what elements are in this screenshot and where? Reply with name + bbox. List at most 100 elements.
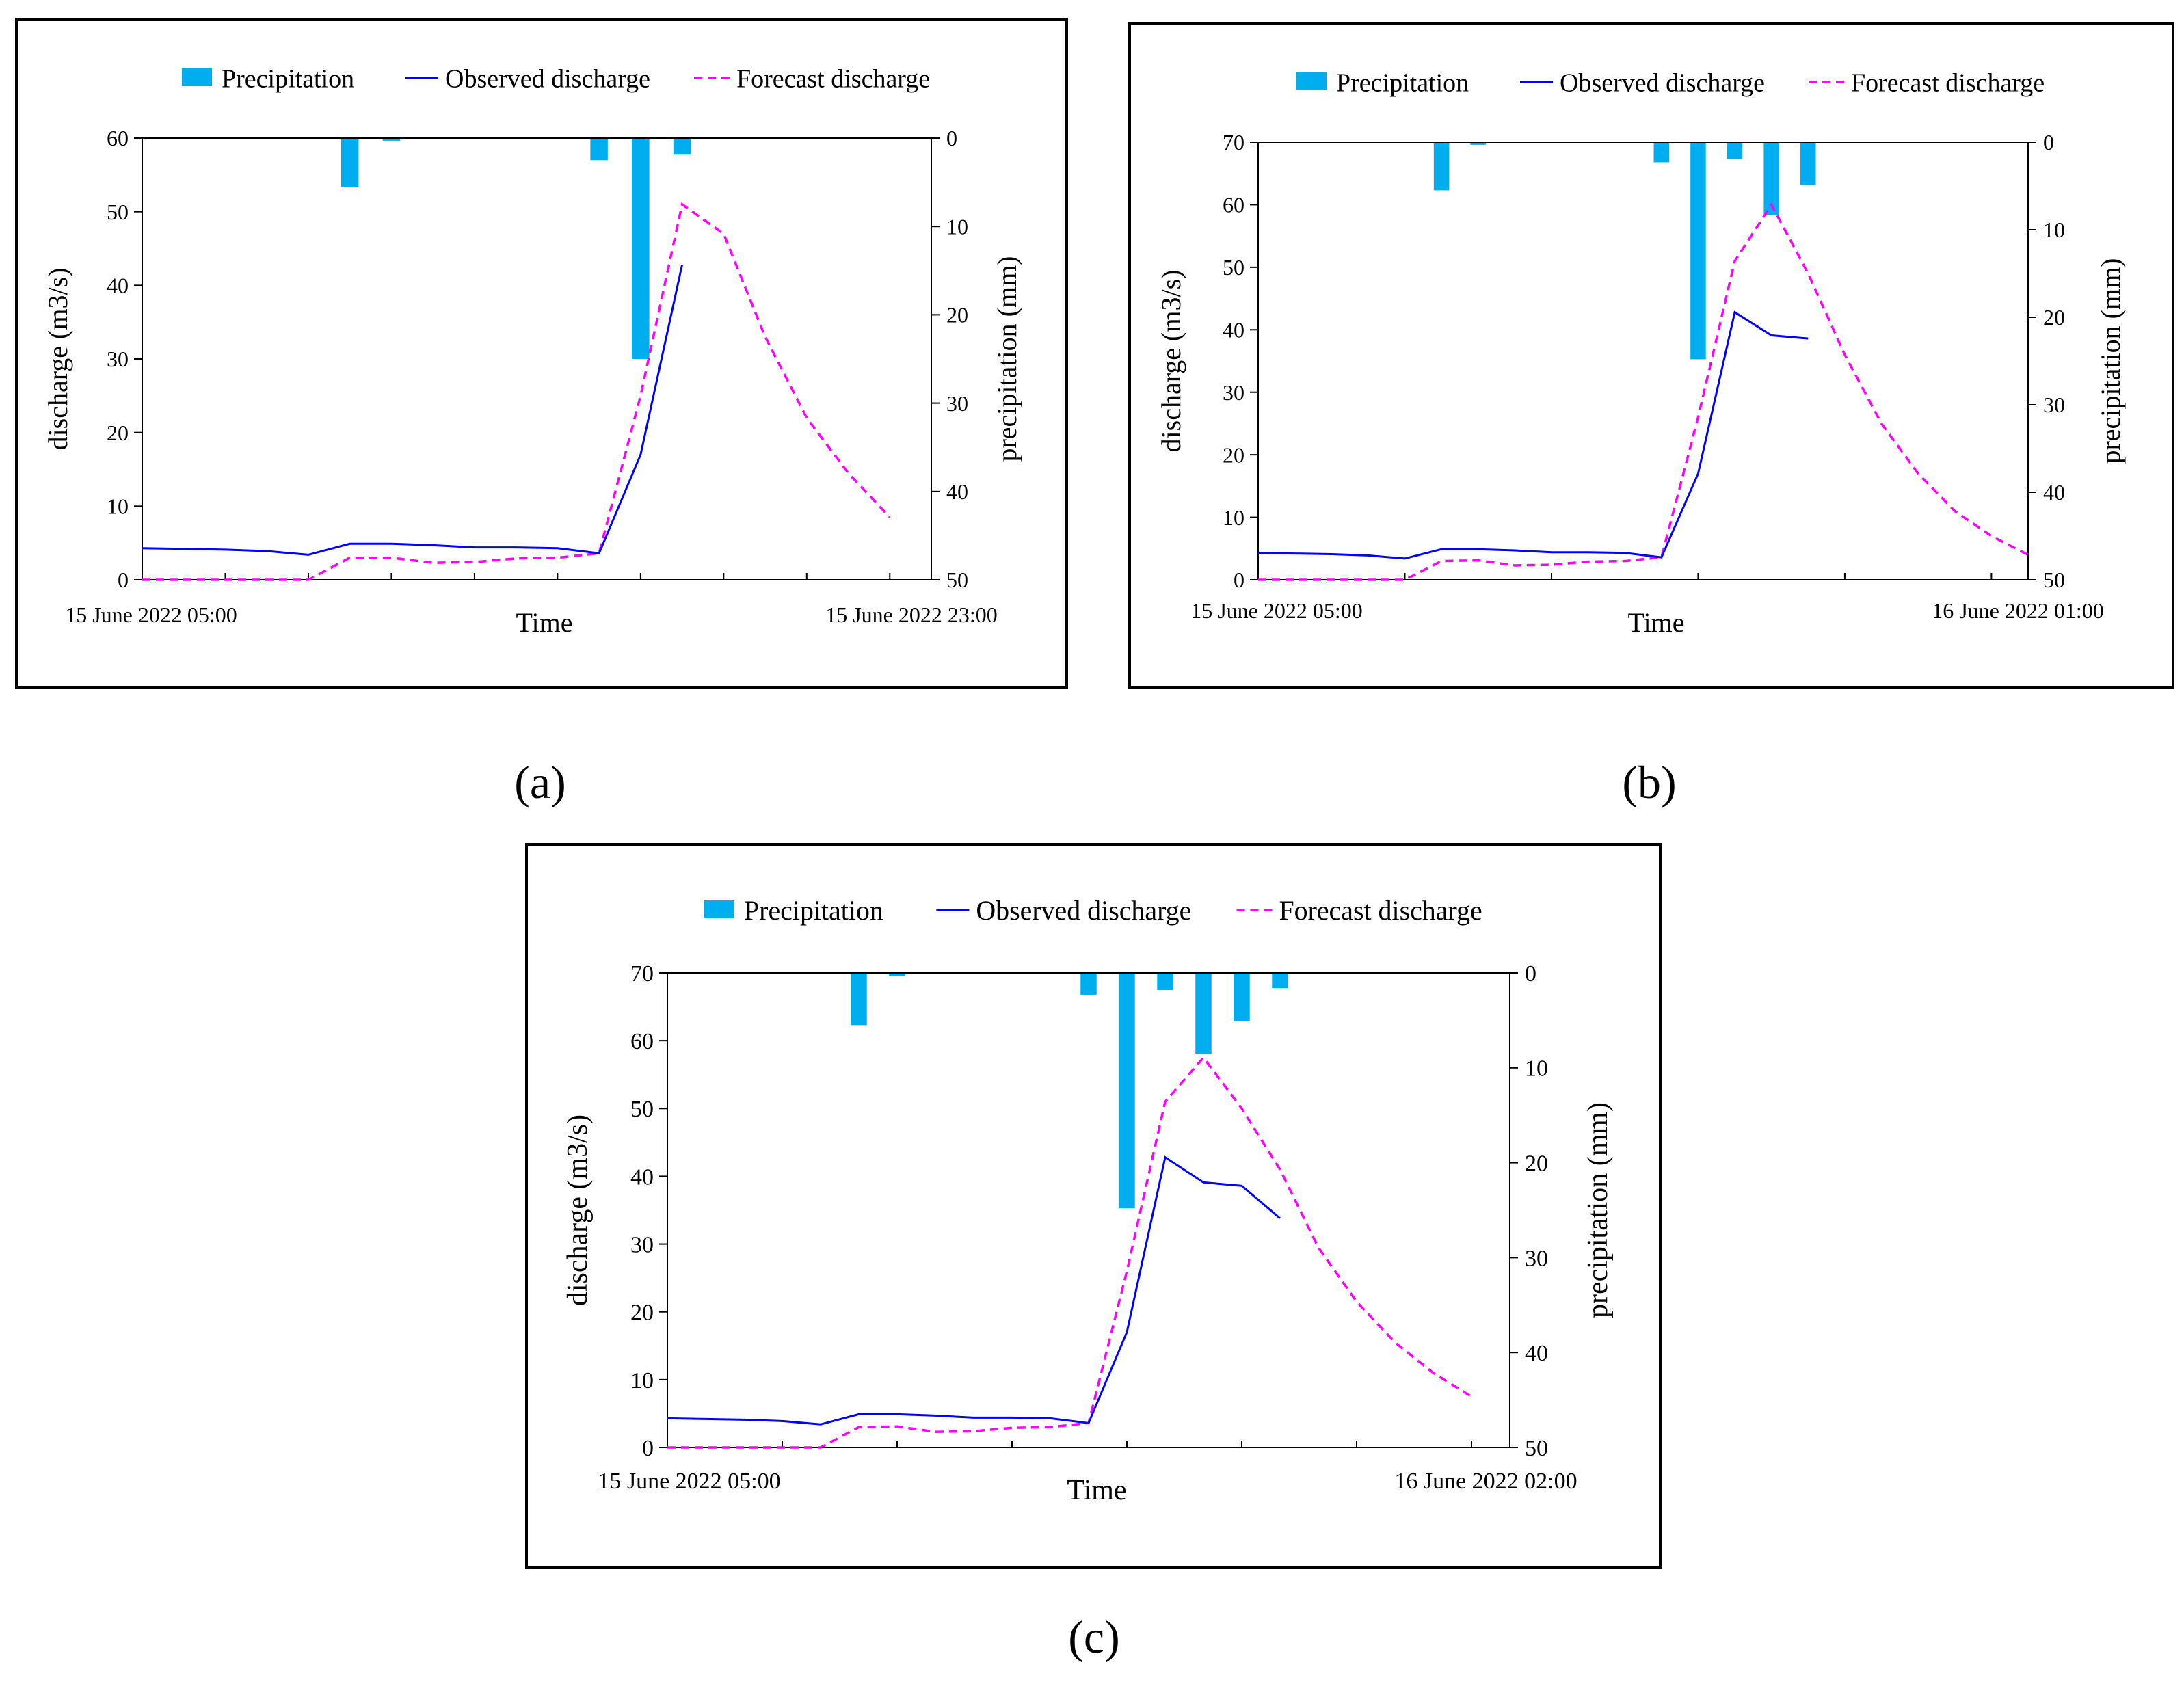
right-tick-label-40: 40 xyxy=(946,479,968,504)
observed-discharge-line xyxy=(667,1155,1281,1426)
right-tick-label-10: 10 xyxy=(1525,1056,1548,1082)
left-tick-label-10: 10 xyxy=(107,494,129,519)
forecast-discharge-line xyxy=(667,1056,1472,1449)
right-tick-label-40: 40 xyxy=(2043,480,2065,505)
precip-bar-2 xyxy=(1080,973,1097,995)
right-tick-label-10: 10 xyxy=(946,214,968,239)
left-tick-label-40: 40 xyxy=(107,273,129,298)
legend-precip-label: Precipitation xyxy=(1336,68,1469,97)
chart-a-svg: 0 10 20 30 40 50 60 0 10 20 30 40 50 Time 15 June 2022… xyxy=(42,64,1022,638)
precip-bar-4 xyxy=(1727,142,1743,159)
legend-observed-label: Observed discharge xyxy=(445,64,650,93)
left-tick-label-20: 20 xyxy=(630,1300,654,1326)
left-tick-label-30: 30 xyxy=(1223,380,1244,405)
chart-b-svg: 0 10 20 30 40 50 60 70 0 10 20 30 40 50 Time 15 June 20… xyxy=(1156,68,2126,638)
left-tick-label-70: 70 xyxy=(1223,130,1244,155)
x-axis-label: Time xyxy=(516,607,572,638)
left-tick-label-30: 30 xyxy=(107,347,129,371)
left-tick-label-50: 50 xyxy=(630,1097,654,1122)
precip-bar-6 xyxy=(1800,142,1816,185)
right-tick-label-0: 0 xyxy=(2043,130,2054,155)
right-tick-label-50: 50 xyxy=(2043,567,2065,592)
legend-observed-label: Observed discharge xyxy=(976,895,1191,926)
precip-bar-1 xyxy=(1470,142,1486,145)
x-start-label: 15 June 2022 05:00 xyxy=(598,1469,780,1494)
chart-c-svg: 0 10 20 30 40 50 60 70 0 10 20 30 40 50 Time 15 June 20… xyxy=(562,895,1614,1506)
left-tick-label-50: 50 xyxy=(107,200,129,224)
chart-panel-c: 0 10 20 30 40 50 60 70 0 10 20 30 40 50 Time 15 June 20… xyxy=(525,843,1662,1569)
right-tick-label-50: 50 xyxy=(1525,1436,1548,1461)
precip-bar-6 xyxy=(1234,973,1250,1021)
x-start-label: 15 June 2022 05:00 xyxy=(65,602,237,627)
precip-bar-5 xyxy=(1763,142,1779,215)
left-y-axis-label: discharge (m3/s) xyxy=(1156,270,1186,453)
legend-forecast-label: Forecast discharge xyxy=(1851,68,2045,97)
x-end-label: 15 June 2022 23:00 xyxy=(825,602,998,627)
precip-bar-0 xyxy=(851,973,867,1026)
right-tick-label-40: 40 xyxy=(1525,1341,1548,1366)
right-tick-label-0: 0 xyxy=(946,126,957,150)
x-start-label: 15 June 2022 05:00 xyxy=(1190,598,1363,623)
left-tick-label-70: 70 xyxy=(630,961,654,987)
forecast-discharge-line xyxy=(1258,202,2029,581)
legend-precip-label: Precipitation xyxy=(222,64,354,93)
right-y-axis-label: precipitation (mm) xyxy=(991,256,1022,462)
panel-label-a: (a) xyxy=(514,756,566,808)
precip-bar-1 xyxy=(382,138,401,141)
panel-label-b: (b) xyxy=(1622,756,1677,808)
legend-forecast-label: Forecast discharge xyxy=(736,64,930,93)
legend-forecast-label: Forecast discharge xyxy=(1279,895,1482,926)
precip-bar-0 xyxy=(1433,142,1450,191)
precip-bar-5 xyxy=(1195,973,1212,1054)
observed-discharge-line xyxy=(142,264,684,556)
left-y-axis-label: discharge (m3/s) xyxy=(562,1114,594,1306)
precip-bar-4 xyxy=(1157,973,1173,990)
right-tick-label-30: 30 xyxy=(1525,1246,1548,1271)
left-tick-label-60: 60 xyxy=(1223,193,1244,217)
x-axis-label: Time xyxy=(1067,1475,1126,1506)
precip-bar-3 xyxy=(1119,973,1135,1209)
right-tick-label-20: 20 xyxy=(946,303,968,328)
legend-precip-swatch xyxy=(1296,72,1327,90)
forecast-discharge-line xyxy=(142,202,891,581)
right-tick-label-10: 10 xyxy=(2043,217,2065,242)
precip-bar-4 xyxy=(673,138,691,155)
x-axis-label: Time xyxy=(1627,607,1684,638)
precip-bar-2 xyxy=(590,138,608,161)
left-tick-label-60: 60 xyxy=(630,1029,654,1054)
right-y-axis-label: precipitation (mm) xyxy=(2095,258,2126,464)
left-tick-label-0: 0 xyxy=(1234,567,1244,592)
right-tick-label-30: 30 xyxy=(946,391,968,416)
precip-bar-3 xyxy=(632,138,650,359)
panel-label-c: (c) xyxy=(1068,1611,1120,1663)
precip-bar-0 xyxy=(341,138,359,187)
left-tick-label-40: 40 xyxy=(630,1164,654,1190)
chart-panel-b: 0 10 20 30 40 50 60 70 0 10 20 30 40 50 Time 15 June 20… xyxy=(1128,22,2174,689)
left-tick-label-0: 0 xyxy=(642,1436,654,1461)
left-tick-label-20: 20 xyxy=(107,420,129,445)
left-tick-label-40: 40 xyxy=(1223,317,1244,342)
left-tick-label-30: 30 xyxy=(630,1232,654,1257)
precip-bar-1 xyxy=(889,973,905,976)
x-end-label: 16 June 2022 01:00 xyxy=(1932,598,2104,623)
left-y-axis-label: discharge (m3/s) xyxy=(42,268,73,451)
precip-bar-2 xyxy=(1653,142,1670,163)
legend-observed-label: Observed discharge xyxy=(1560,68,1765,97)
precip-bar-3 xyxy=(1690,142,1706,360)
legend-precip-swatch xyxy=(182,68,212,86)
left-tick-label-60: 60 xyxy=(107,126,129,150)
right-tick-label-20: 20 xyxy=(2043,305,2065,330)
left-tick-label-50: 50 xyxy=(1223,255,1244,280)
observed-discharge-line xyxy=(1257,310,1809,560)
chart-panel-a: 0 10 20 30 40 50 60 0 10 20 30 40 50 Time 15 June 2022… xyxy=(15,18,1068,689)
precip-bar-7 xyxy=(1272,973,1288,989)
right-tick-label-20: 20 xyxy=(1525,1151,1548,1177)
legend-precip-swatch xyxy=(704,900,734,918)
right-tick-label-30: 30 xyxy=(2043,392,2065,417)
left-tick-label-20: 20 xyxy=(1223,442,1244,467)
left-tick-label-0: 0 xyxy=(118,567,129,592)
x-end-label: 16 June 2022 02:00 xyxy=(1394,1469,1577,1494)
right-tick-label-0: 0 xyxy=(1525,961,1536,987)
legend-precip-label: Precipitation xyxy=(744,895,883,926)
right-y-axis-label: precipitation (mm) xyxy=(1582,1102,1614,1318)
